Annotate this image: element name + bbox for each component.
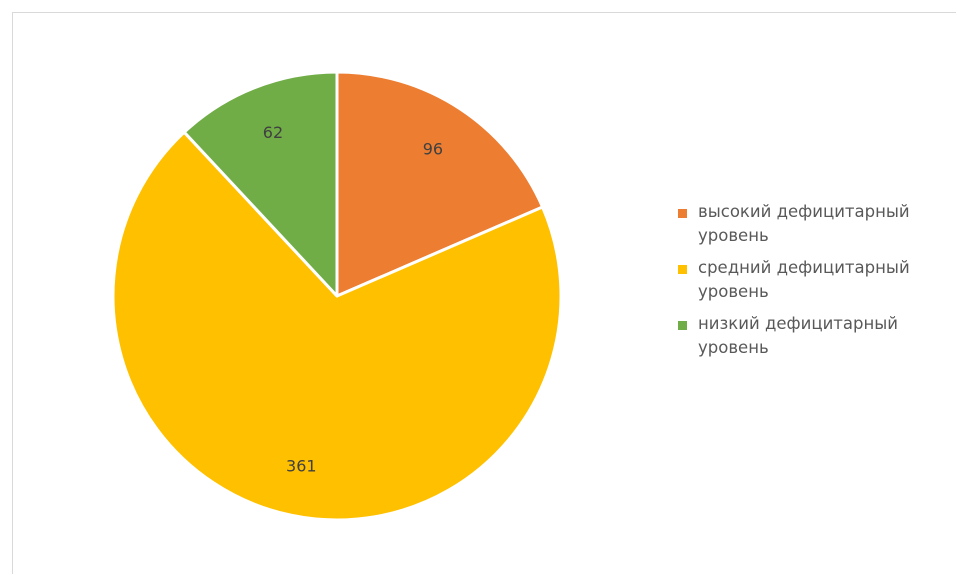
legend: высокий дефицитарный уровень средний деф… [676, 200, 956, 368]
pie-slice-medium [111, 130, 563, 522]
legend-label-low: низкий дефицитарный уровень [698, 314, 899, 357]
legend-item-medium: средний дефицитарный уровень [676, 256, 956, 304]
pie-slice-high [335, 70, 545, 298]
pie-slices [111, 70, 563, 522]
data-label-medium: 361 [286, 457, 317, 476]
legend-swatch-medium [678, 265, 687, 274]
legend-item-low: низкий дефицитарный уровень [676, 312, 956, 360]
pie-data-labels: 96 361 62 [263, 123, 443, 476]
pie-slice-low [182, 70, 339, 298]
legend-item-high: высокий дефицитарный уровень [676, 200, 956, 248]
legend-swatch-low [678, 321, 687, 330]
legend-label-high: высокий дефицитарный уровень [698, 202, 910, 245]
data-label-high: 96 [423, 139, 443, 158]
legend-swatch-high [678, 209, 687, 218]
legend-label-medium: средний дефицитарный уровень [698, 258, 910, 301]
data-label-low: 62 [263, 123, 283, 142]
